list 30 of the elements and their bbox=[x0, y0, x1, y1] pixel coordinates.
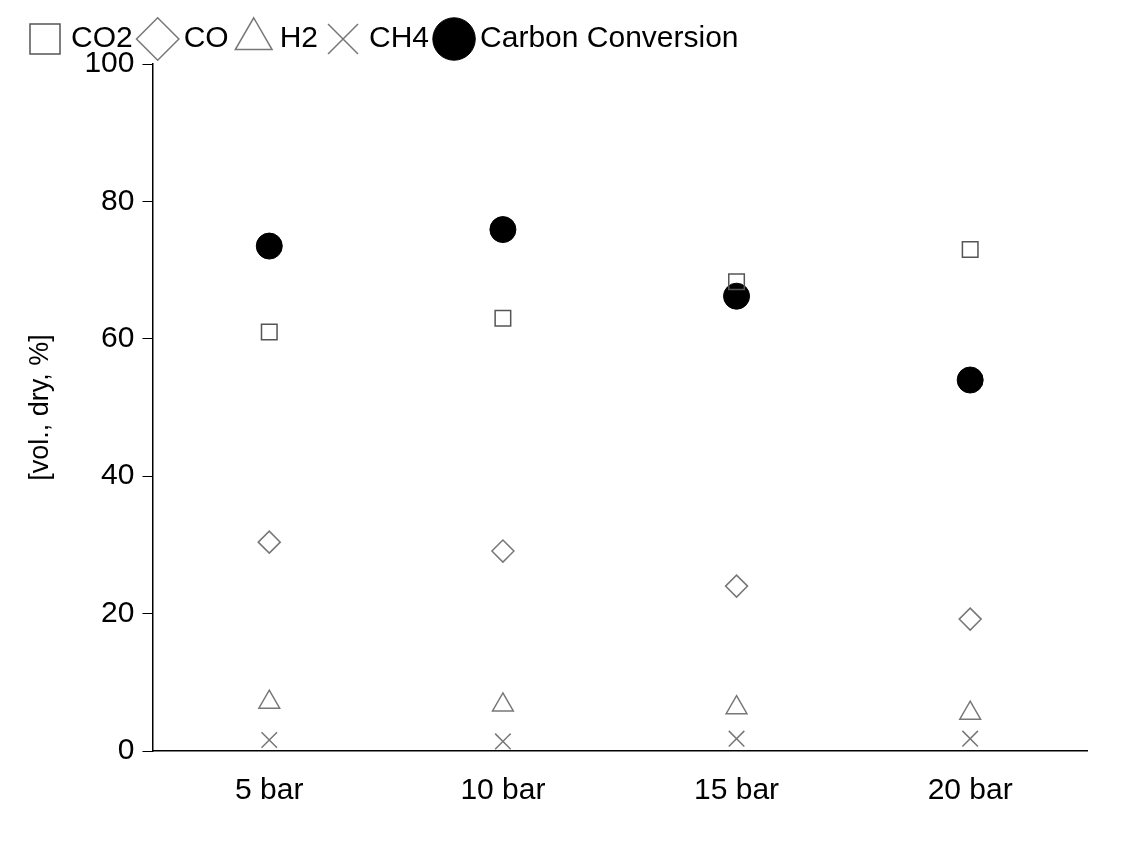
point bbox=[961, 730, 979, 748]
point bbox=[956, 366, 984, 394]
y-tick-label: 20 bbox=[101, 594, 135, 628]
legend-label: Carbon Conversion bbox=[480, 20, 739, 54]
point bbox=[257, 530, 282, 554]
y-tick-label: 0 bbox=[117, 732, 135, 766]
point bbox=[260, 323, 278, 341]
point bbox=[255, 232, 283, 260]
x-tick-label: 15 bar bbox=[694, 772, 780, 806]
point bbox=[961, 240, 979, 259]
x-tick-label: 20 bar bbox=[927, 772, 1013, 806]
point bbox=[491, 539, 515, 563]
legend-label: CO bbox=[183, 20, 229, 54]
point bbox=[728, 730, 746, 748]
x-tick-label: 10 bar bbox=[460, 772, 546, 806]
y-tick-label: 40 bbox=[101, 457, 135, 491]
point bbox=[489, 216, 517, 244]
point bbox=[723, 282, 751, 310]
y-tick-label: 60 bbox=[101, 320, 135, 354]
y-tick-label: 80 bbox=[101, 182, 135, 216]
point bbox=[494, 732, 512, 750]
point bbox=[728, 273, 746, 291]
point bbox=[724, 574, 749, 598]
point bbox=[958, 607, 982, 631]
point bbox=[494, 309, 512, 327]
y-axis-title: [vol., dry, %] bbox=[23, 334, 54, 481]
legend-label: H2 bbox=[279, 20, 319, 54]
point bbox=[260, 731, 278, 749]
x-tick-label: 5 bar bbox=[235, 772, 304, 806]
legend-label: CH4 bbox=[369, 20, 430, 54]
